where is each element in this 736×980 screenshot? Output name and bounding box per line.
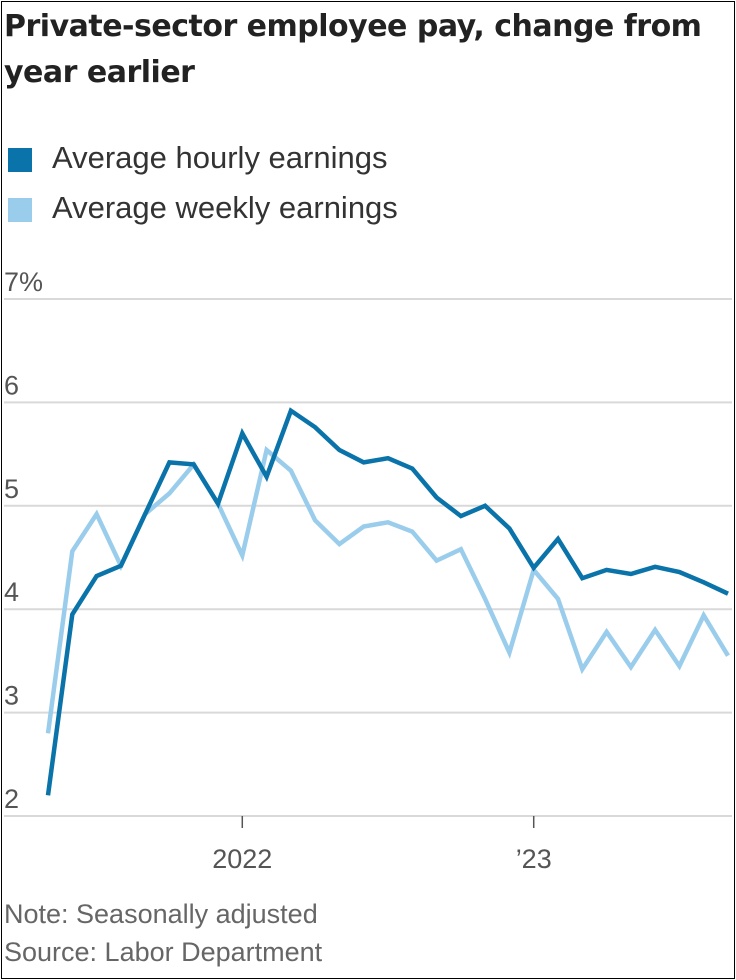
legend-label-weekly: Average weekly earnings [52, 190, 398, 225]
line-chart: 7% 6 5 4 3 2 2022 ’23 [4, 267, 732, 874]
series-line-weekly [45, 445, 730, 734]
y-tick-label: 5 [4, 474, 19, 504]
y-tick-label: 2 [4, 784, 19, 814]
legend-swatch-weekly [8, 198, 32, 222]
y-tick-label: 6 [4, 370, 19, 400]
footer: Note: Seasonally adjusted Source: Labor … [4, 895, 322, 971]
y-tick-label: 7% [4, 267, 43, 297]
source-text: Source: Labor Department [4, 937, 323, 967]
legend-swatch-hourly [8, 148, 32, 172]
x-tick-label: ’23 [516, 844, 552, 874]
y-tick-label: 3 [4, 681, 19, 711]
legend-label-hourly: Average hourly earnings [52, 140, 388, 175]
x-tick-label: 2022 [212, 844, 272, 874]
series-line-hourly [45, 407, 729, 796]
chart-title: Private-sector employee pay, change from… [4, 9, 702, 90]
y-tick-label: 4 [4, 577, 19, 607]
note-text: Note: Seasonally adjusted [4, 899, 318, 929]
